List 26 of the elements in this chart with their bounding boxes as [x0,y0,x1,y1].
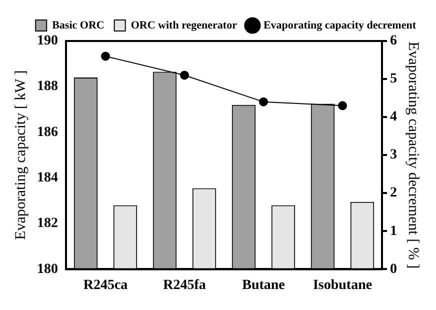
y-tick-label: 190 [37,34,58,49]
y-tick-label: 180 [37,262,58,277]
x-tick-label: Isobutane [312,278,372,294]
y-tick-label: 188 [37,79,58,94]
legend-label: ORC with regenerator [130,19,238,32]
y2-axis-title: Evaporating capacity decrement [ % ] [405,42,422,269]
point [101,52,110,61]
y2-tick-label: 2 [390,186,397,201]
point [180,70,189,80]
y-tick-label: 184 [37,170,58,186]
y-axis-title: Evaporating capacity [ kW ] [12,70,29,240]
y2-tick-label: 6 [390,34,397,49]
y2-tick-label: 0 [390,262,397,277]
y2-tick-label: 4 [390,110,397,125]
x-tick-label: R245ca [83,278,128,294]
y-tick-label: 182 [37,216,58,232]
y2-tick-label: 3 [390,148,397,163]
point [259,97,268,106]
point [338,101,347,110]
y-tick-label: 186 [37,124,58,140]
legend-label: Evaporating capacity decrement [263,19,416,32]
x-tick-label: Butane [242,278,285,294]
x-tick-label: R245fa [163,278,206,294]
y2-tick-label: 5 [390,72,397,87]
y2-tick-label: 1 [390,224,397,239]
legend-label: Basic ORC [52,19,104,32]
